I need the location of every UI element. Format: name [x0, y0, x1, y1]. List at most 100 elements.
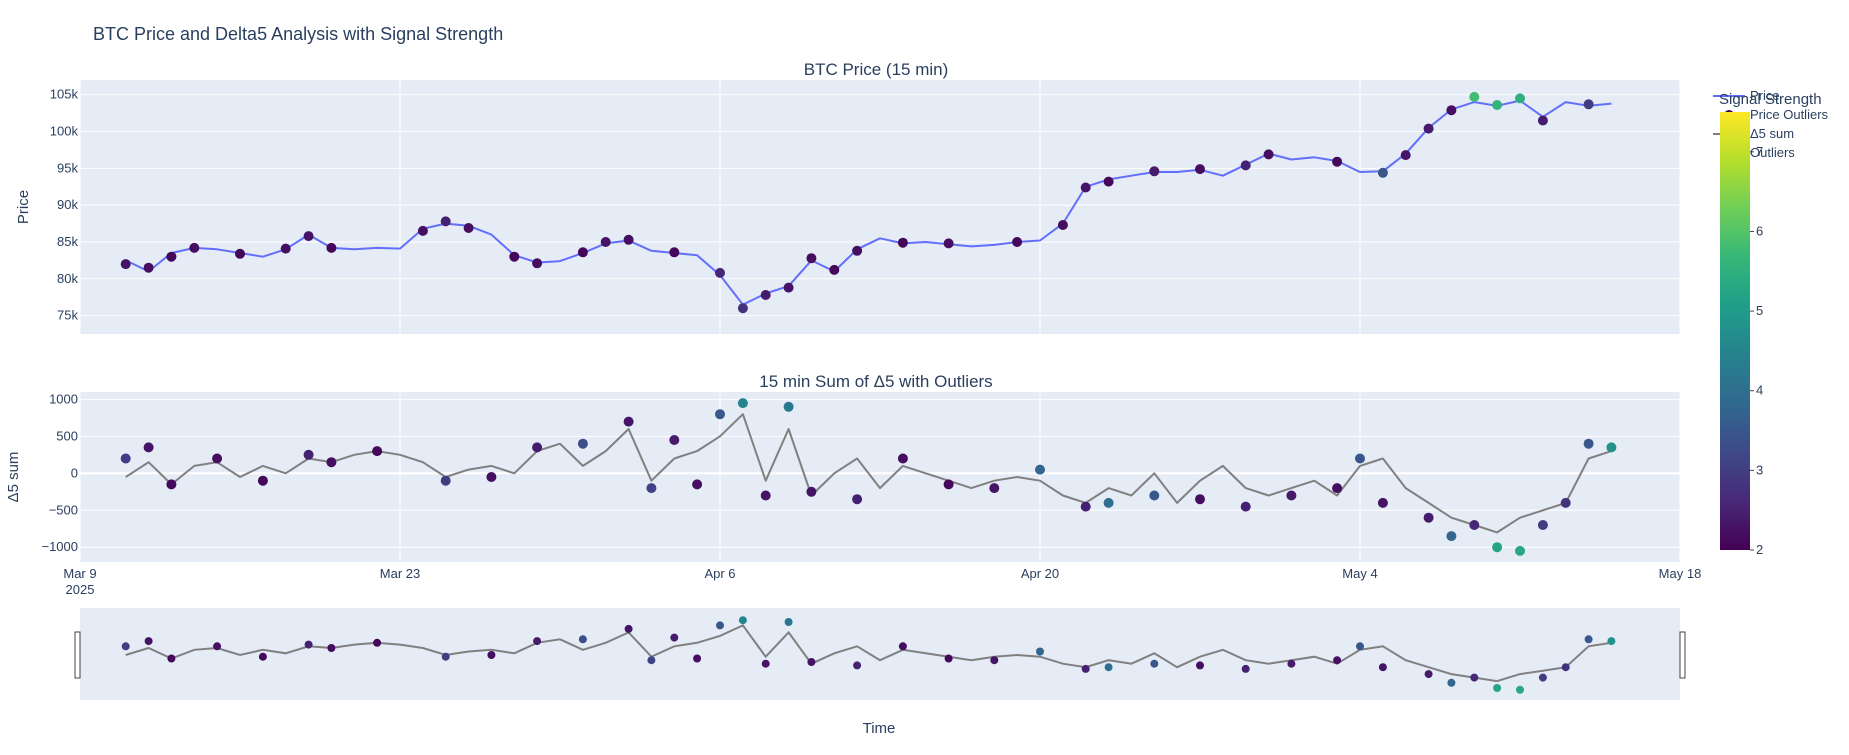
- price-outlier-point[interactable]: [737, 303, 748, 314]
- delta-outlier-point[interactable]: [257, 475, 268, 486]
- price-outlier-point[interactable]: [1583, 99, 1594, 110]
- price-outlier-point[interactable]: [189, 242, 200, 253]
- price-outlier-point[interactable]: [852, 245, 863, 256]
- price-outlier-point[interactable]: [1080, 182, 1091, 193]
- price-outlier-point[interactable]: [1423, 123, 1434, 134]
- price-outlier-point[interactable]: [235, 248, 245, 259]
- price-outlier-point[interactable]: [577, 247, 588, 258]
- delta-outlier-point[interactable]: [166, 479, 177, 490]
- price-outlier-point[interactable]: [669, 247, 680, 258]
- delta-outlier-point[interactable]: [1377, 497, 1388, 508]
- range-slider-outlier-point: [716, 621, 724, 630]
- price-outlier-point[interactable]: [1103, 176, 1114, 187]
- price-outlier-point[interactable]: [417, 225, 428, 236]
- delta-outlier-point[interactable]: [303, 449, 314, 460]
- price-outlier-point[interactable]: [280, 243, 291, 254]
- delta-outlier-point[interactable]: [1355, 453, 1365, 464]
- legend-item-label[interactable]: Price: [1750, 88, 1780, 103]
- price-outlier-point[interactable]: [509, 251, 520, 262]
- price-outlier-point[interactable]: [1012, 237, 1023, 247]
- price-outlier-point[interactable]: [1057, 220, 1068, 230]
- delta-outlier-point[interactable]: [1515, 545, 1525, 556]
- price-outlier-point[interactable]: [143, 262, 154, 273]
- price-outlier-point[interactable]: [760, 290, 771, 300]
- legend-item-label[interactable]: Δ5 sum: [1750, 126, 1794, 141]
- price-outlier-point[interactable]: [1537, 115, 1548, 126]
- delta-outlier-point[interactable]: [692, 479, 703, 490]
- price-outlier-point[interactable]: [1263, 149, 1274, 160]
- price-outlier-point[interactable]: [463, 223, 474, 233]
- price-outlier-point[interactable]: [1149, 166, 1160, 177]
- price-outlier-point[interactable]: [1492, 100, 1503, 110]
- delta-outlier-point[interactable]: [1195, 494, 1205, 505]
- colorbar-gradient: [1720, 112, 1750, 550]
- price-outlier-point[interactable]: [1377, 167, 1388, 178]
- price-outlier-point[interactable]: [829, 264, 840, 275]
- price-outlier-point[interactable]: [532, 258, 543, 269]
- delta-outlier-point[interactable]: [326, 457, 337, 468]
- delta-outlier-point[interactable]: [1606, 442, 1617, 453]
- delta-outlier-point[interactable]: [1080, 501, 1091, 512]
- legend-item-label[interactable]: Price Outliers: [1750, 107, 1829, 122]
- delta-outlier-point[interactable]: [1423, 512, 1434, 523]
- price-outlier-point[interactable]: [1332, 156, 1343, 167]
- delta-outlier-point[interactable]: [737, 398, 748, 409]
- delta-outlier-point[interactable]: [1332, 483, 1343, 494]
- delta-outlier-point[interactable]: [1560, 497, 1571, 508]
- delta-outlier-point[interactable]: [1149, 490, 1160, 501]
- delta-outlier-point[interactable]: [577, 438, 588, 449]
- range-slider-outlier-point: [693, 654, 702, 663]
- delta-outlier-point[interactable]: [1492, 542, 1503, 553]
- delta-outlier-point[interactable]: [760, 490, 771, 501]
- delta-outlier-point[interactable]: [715, 409, 725, 420]
- price-outlier-point[interactable]: [303, 231, 314, 242]
- delta-outlier-point[interactable]: [943, 479, 954, 490]
- price-outlier-point[interactable]: [1469, 91, 1480, 102]
- delta-plot-area[interactable]: [80, 392, 1680, 562]
- delta-outlier-point[interactable]: [897, 453, 908, 464]
- price-plot-area[interactable]: [80, 80, 1680, 334]
- delta-outlier-point[interactable]: [212, 453, 223, 464]
- delta-outlier-point[interactable]: [806, 486, 817, 497]
- price-outlier-point[interactable]: [120, 259, 131, 270]
- delta-outlier-point[interactable]: [989, 483, 1000, 494]
- delta-outlier-point[interactable]: [646, 483, 657, 494]
- price-outlier-point[interactable]: [166, 251, 177, 262]
- delta-outlier-point[interactable]: [783, 401, 794, 412]
- price-outlier-point[interactable]: [440, 216, 451, 227]
- legend-item-label[interactable]: Outliers: [1750, 145, 1795, 160]
- delta-outlier-point[interactable]: [1035, 464, 1045, 475]
- range-slider-right-handle[interactable]: [1679, 631, 1686, 679]
- price-outlier-point[interactable]: [600, 237, 611, 247]
- delta-outlier-point[interactable]: [669, 435, 680, 445]
- price-outlier-point[interactable]: [1195, 164, 1205, 175]
- delta-outlier-point[interactable]: [120, 453, 131, 464]
- range-slider-left-handle[interactable]: [74, 631, 81, 679]
- delta-outlier-point[interactable]: [1103, 497, 1114, 508]
- price-outlier-point[interactable]: [326, 242, 337, 253]
- price-outlier-point[interactable]: [943, 238, 954, 249]
- delta-outlier-point[interactable]: [486, 472, 497, 482]
- delta-outlier-point[interactable]: [1537, 520, 1548, 530]
- price-outlier-point[interactable]: [783, 282, 794, 293]
- delta-outlier-point[interactable]: [852, 494, 863, 505]
- delta-outlier-point[interactable]: [532, 442, 543, 453]
- delta-outlier-point[interactable]: [623, 416, 634, 427]
- price-outlier-point[interactable]: [1240, 160, 1251, 171]
- price-outlier-point[interactable]: [1400, 150, 1411, 161]
- price-outlier-point[interactable]: [715, 267, 725, 278]
- delta-outlier-point[interactable]: [1583, 438, 1594, 449]
- delta-outlier-point[interactable]: [1240, 501, 1251, 512]
- delta-outlier-point[interactable]: [1469, 520, 1480, 530]
- price-outlier-point[interactable]: [623, 234, 634, 245]
- price-outlier-point[interactable]: [1446, 105, 1457, 116]
- price-outlier-point[interactable]: [1515, 93, 1525, 104]
- delta-outlier-point[interactable]: [372, 446, 383, 457]
- delta-outlier-point[interactable]: [143, 442, 154, 453]
- delta-outlier-point[interactable]: [1446, 531, 1457, 542]
- price-outlier-point[interactable]: [806, 253, 817, 264]
- range-slider[interactable]: [80, 608, 1680, 700]
- delta-outlier-point[interactable]: [440, 475, 451, 486]
- price-outlier-point[interactable]: [897, 237, 908, 248]
- delta-outlier-point[interactable]: [1286, 490, 1297, 501]
